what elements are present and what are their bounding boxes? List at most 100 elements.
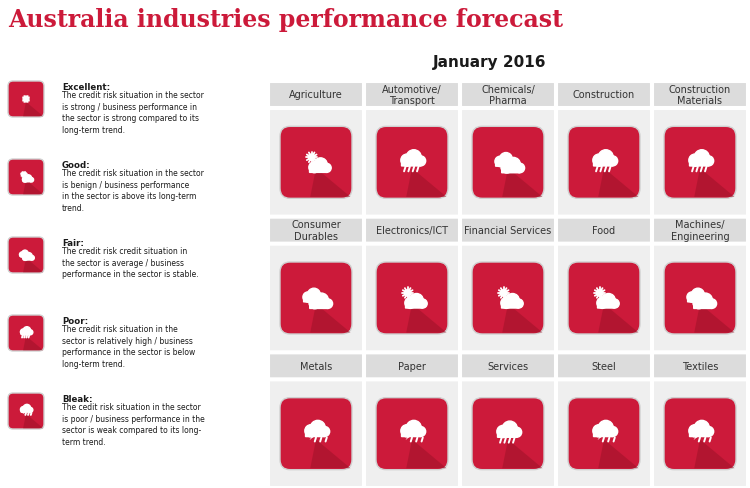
Text: Electronics/ICT: Electronics/ICT [376,226,448,236]
FancyBboxPatch shape [472,398,544,470]
FancyBboxPatch shape [22,258,32,261]
Circle shape [501,298,512,309]
Circle shape [508,159,516,167]
Text: Food: Food [592,226,616,236]
FancyBboxPatch shape [557,110,651,216]
Circle shape [694,150,709,165]
Polygon shape [694,429,702,440]
Polygon shape [598,429,606,440]
Circle shape [406,150,422,165]
Text: Machines/
Engineering: Machines/ Engineering [670,220,729,242]
Text: Paper: Paper [398,361,426,371]
Polygon shape [694,440,734,468]
Circle shape [405,298,416,309]
Circle shape [314,293,328,308]
Text: Services: Services [488,361,529,371]
Circle shape [28,407,33,412]
FancyBboxPatch shape [461,245,555,352]
FancyBboxPatch shape [20,410,31,413]
FancyBboxPatch shape [557,245,651,352]
FancyBboxPatch shape [688,431,709,437]
Polygon shape [503,169,542,198]
FancyBboxPatch shape [597,303,615,309]
Text: Construction
Materials: Construction Materials [669,84,731,106]
FancyBboxPatch shape [303,298,320,303]
Circle shape [495,157,506,167]
Polygon shape [23,258,44,273]
Circle shape [22,250,28,257]
Circle shape [308,288,320,302]
Text: January 2016: January 2016 [433,55,547,70]
Circle shape [506,294,519,307]
Circle shape [28,330,33,335]
Text: Consumer
Durables: Consumer Durables [291,220,340,242]
FancyBboxPatch shape [693,304,712,309]
Circle shape [20,407,26,413]
FancyBboxPatch shape [653,245,747,352]
Circle shape [608,427,618,437]
Polygon shape [406,169,446,198]
Circle shape [688,425,701,437]
FancyBboxPatch shape [365,110,459,216]
Circle shape [418,300,428,308]
FancyBboxPatch shape [653,218,747,243]
FancyBboxPatch shape [309,168,327,174]
Circle shape [500,153,512,166]
Circle shape [514,300,523,308]
Circle shape [704,427,714,437]
FancyBboxPatch shape [568,127,640,199]
FancyBboxPatch shape [405,303,423,309]
Circle shape [309,298,321,309]
FancyBboxPatch shape [365,245,459,352]
Text: The cedit risk situation in the sector
is poor / business performance in the
sec: The cedit risk situation in the sector i… [62,403,205,446]
Polygon shape [406,429,414,440]
Polygon shape [310,304,350,333]
Polygon shape [694,169,734,198]
Circle shape [314,159,327,172]
FancyBboxPatch shape [365,83,459,108]
Circle shape [400,425,413,437]
Circle shape [22,177,28,183]
Polygon shape [22,408,27,414]
Circle shape [707,299,716,309]
Circle shape [692,288,704,302]
Text: Financial Services: Financial Services [464,226,551,236]
FancyBboxPatch shape [8,160,44,196]
Polygon shape [598,304,638,333]
Circle shape [22,174,26,177]
FancyBboxPatch shape [461,83,555,108]
Text: Metals: Metals [300,361,332,371]
FancyBboxPatch shape [653,110,747,216]
Text: The credit risk situation in the sector
is strong / business performance in
the : The credit risk situation in the sector … [62,91,204,134]
Circle shape [309,163,320,173]
FancyBboxPatch shape [557,83,651,108]
FancyBboxPatch shape [269,381,363,487]
FancyBboxPatch shape [592,161,613,167]
FancyBboxPatch shape [653,83,747,108]
Circle shape [596,290,603,297]
FancyBboxPatch shape [8,238,44,273]
FancyBboxPatch shape [472,127,544,199]
FancyBboxPatch shape [461,110,555,216]
Polygon shape [23,181,44,195]
Circle shape [496,426,509,438]
Circle shape [515,164,524,173]
Circle shape [404,290,411,297]
FancyBboxPatch shape [20,332,31,335]
Text: Construction: Construction [573,90,635,101]
FancyBboxPatch shape [269,354,363,379]
FancyBboxPatch shape [664,263,736,334]
Circle shape [20,252,25,258]
Circle shape [694,421,709,436]
Polygon shape [694,304,734,333]
Circle shape [687,292,698,303]
Text: The credit risk credit situation in
the sector is average / business
performance: The credit risk credit situation in the … [62,247,199,279]
FancyBboxPatch shape [653,381,747,487]
Circle shape [512,427,522,437]
Polygon shape [23,414,44,428]
Circle shape [29,178,34,183]
Text: Bleak:: Bleak: [62,394,92,403]
FancyBboxPatch shape [568,263,640,334]
Polygon shape [598,440,638,468]
Circle shape [20,329,26,335]
